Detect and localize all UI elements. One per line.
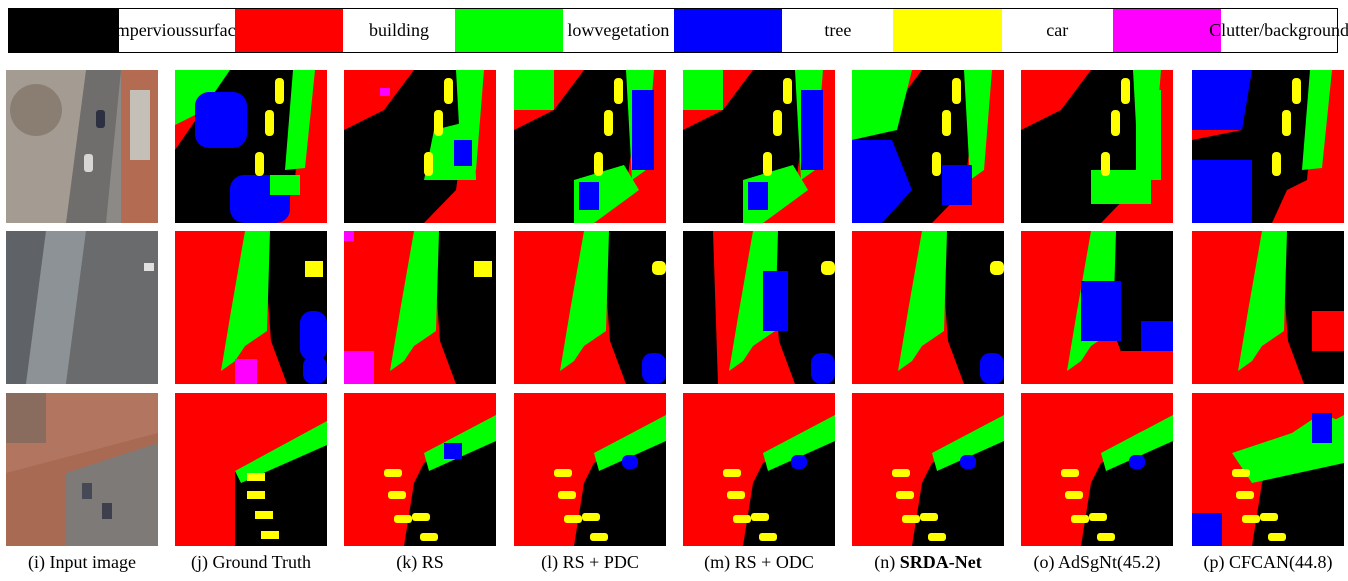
caption-text: Input image [49,552,136,572]
caption-prefix: (n) [874,552,900,572]
caption-cfcan: (p) CFCAN(44.8) [1185,552,1348,573]
tile-row2-rs-pdc [514,231,666,384]
legend-label-tree: tree [782,9,894,52]
caption-prefix: (l) [541,552,563,572]
legend-label-low-vegetation: low vegetation [562,9,674,52]
caption-prefix: (j) [190,552,213,572]
tile-row1-input-image [6,70,158,223]
caption-srda-net: (n) SRDA-Net [845,552,1011,573]
caption-input-image: (i) Input image [0,552,165,573]
legend-swatch-impervious [9,9,120,52]
caption-rs: (k) RS [337,552,503,573]
caption-ground-truth: (j) Ground Truth [168,552,334,573]
caption-prefix: (m) [704,552,735,572]
legend-swatch-tree [673,9,783,52]
caption-text: RS + ODC [734,552,814,572]
legend-swatch-building [235,9,344,52]
legend-label-clutter: Clutter/background [1209,9,1348,52]
legend-swatch-low-vegetation [454,9,563,52]
caption-prefix: (k) [396,552,422,572]
tile-row2-ground-truth [175,231,327,384]
caption-text: RS [421,552,444,572]
tile-row2-adsgnt [1021,231,1173,384]
legend-label-building: building [343,9,455,52]
caption-text: SRDA-Net [899,552,982,572]
tile-row3-cfcan [1192,393,1344,546]
tile-row2-rs-odc [683,231,835,384]
caption-text: RS + PDC [562,552,639,572]
tile-row3-rs-odc [683,393,835,546]
caption-prefix: (o) [1033,552,1058,572]
tile-row1-ground-truth [175,70,327,223]
segmentation-grid [6,70,1344,546]
caption-prefix: (p) [1203,552,1229,572]
legend-bar: impervious surface building low vegetation… [8,8,1348,53]
tile-row3-input-image [6,393,158,546]
tile-row1-rs-pdc [514,70,666,223]
tile-row1-cfcan [1192,70,1344,223]
legend-label-car: car [1001,9,1113,52]
caption-adsgnt: (o) AdSgNt(45.2) [1014,552,1180,573]
tile-row3-rs [344,393,496,546]
caption-rs-odc: (m) RS + ODC [676,552,842,573]
tile-row3-ground-truth [175,393,327,546]
legend-swatch-car [893,9,1002,52]
legend-label-impervious: impervious surface [111,9,244,52]
tile-row1-srda-net [852,70,1004,223]
caption-text: Ground Truth [212,552,312,572]
caption-text: CFCAN(44.8) [1228,552,1333,572]
tile-row3-srda-net [852,393,1004,546]
legend-swatch-clutter [1112,9,1222,52]
tile-row2-srda-net [852,231,1004,384]
tile-row2-input-image [6,231,158,384]
caption-prefix: (i) [28,552,50,572]
tile-row3-adsgnt [1021,393,1173,546]
caption-text: AdSgNt(45.2) [1058,552,1161,572]
tile-row3-rs-pdc [514,393,666,546]
tile-row2-rs [344,231,496,384]
caption-rs-pdc: (l) RS + PDC [507,552,673,573]
tile-row2-cfcan [1192,231,1344,384]
tile-row1-rs [344,70,496,223]
tile-row1-rs-odc [683,70,835,223]
tile-row1-adsgnt [1021,70,1173,223]
